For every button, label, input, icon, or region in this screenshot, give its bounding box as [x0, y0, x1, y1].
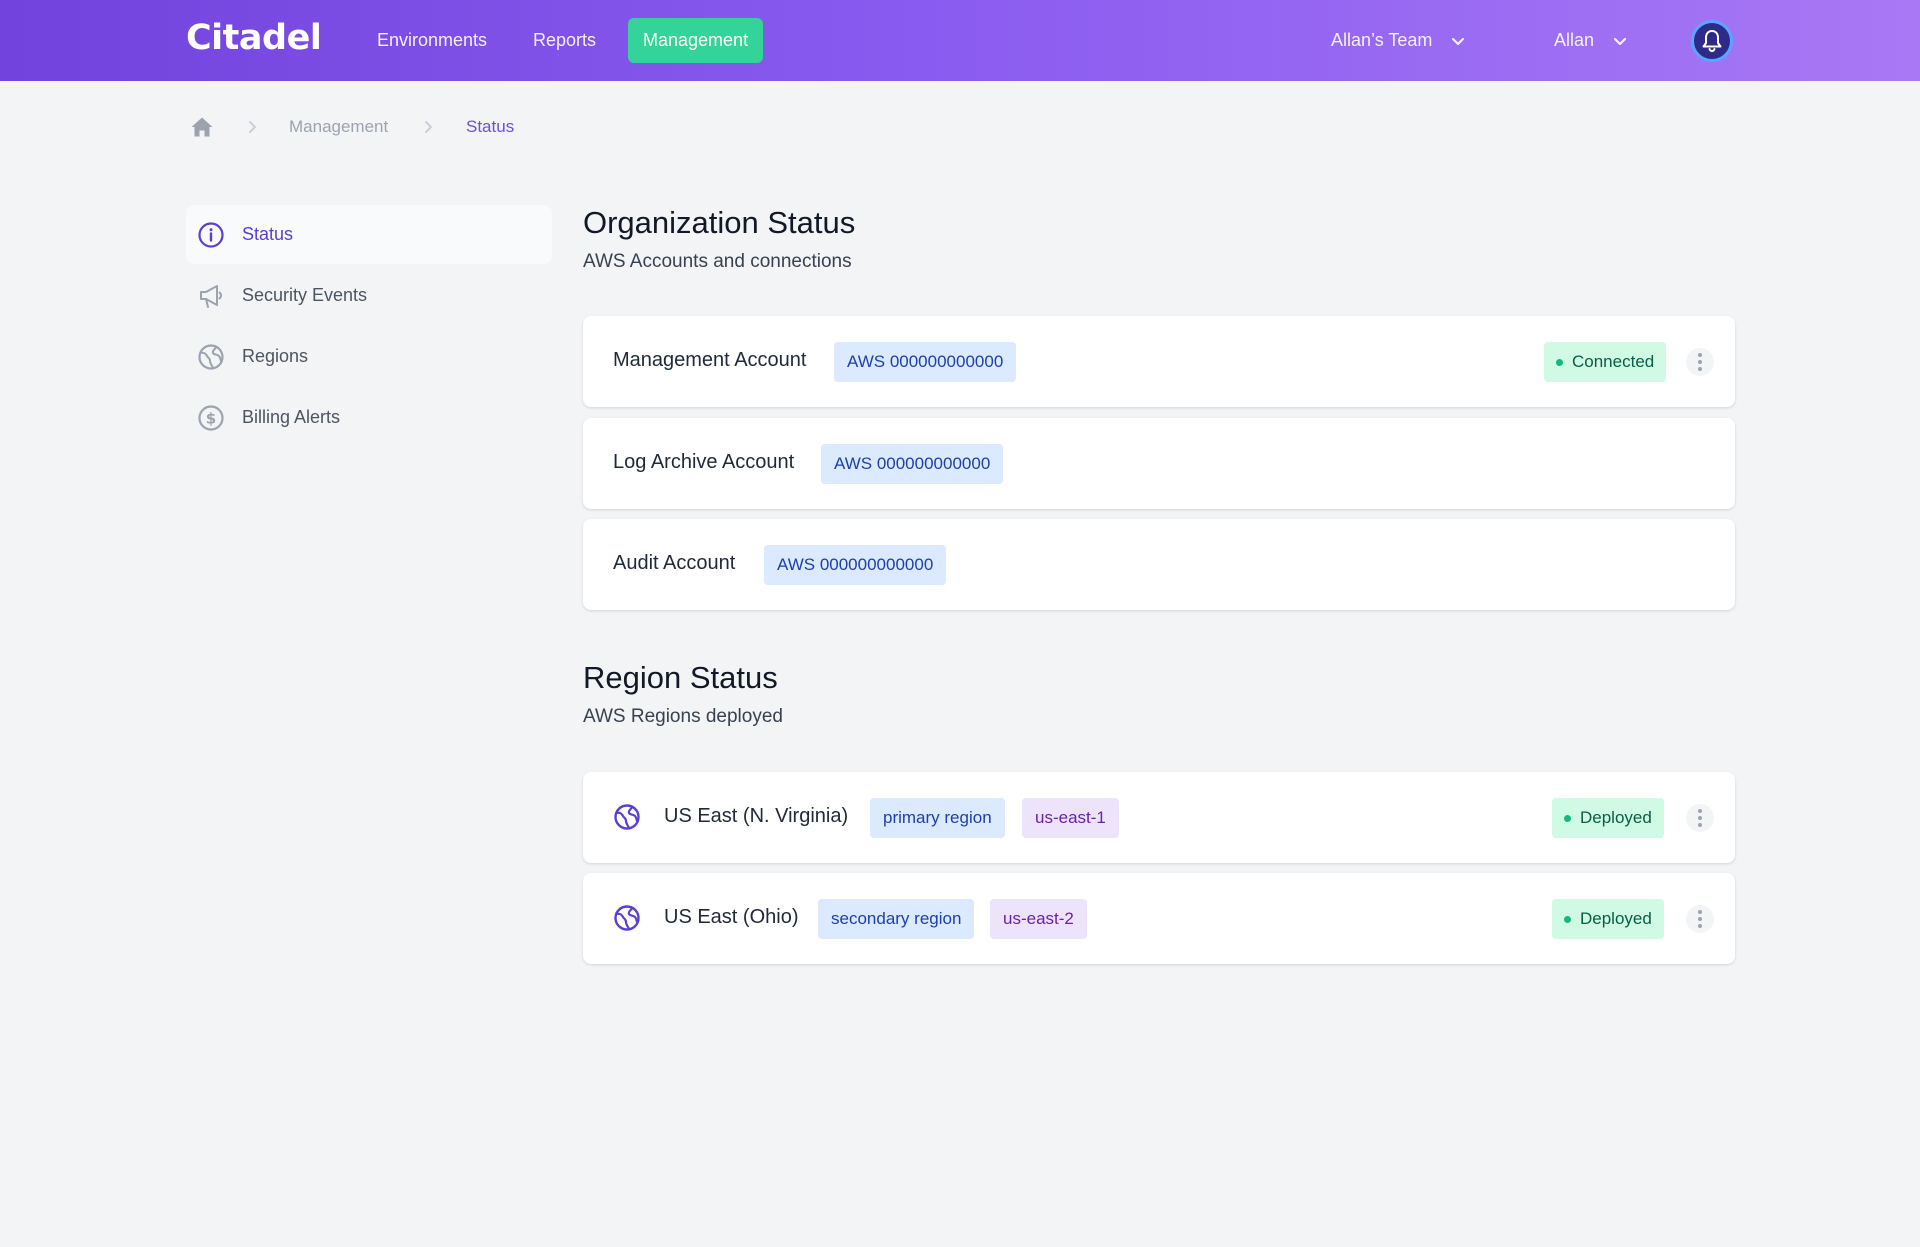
sidebar-item-label: Billing Alerts	[242, 407, 341, 427]
more-options-button[interactable]	[1686, 905, 1714, 933]
status-badge: Deployed	[1552, 798, 1664, 838]
sidebar-item-billing-alerts[interactable]: $ Billing Alerts	[186, 388, 552, 447]
kebab-dot	[1698, 367, 1702, 371]
sidebar-item-regions[interactable]: Regions	[186, 327, 552, 386]
kebab-dot	[1698, 816, 1702, 820]
sidebar-item-label: Status	[242, 224, 294, 244]
chevron-down-icon	[1613, 19, 1627, 64]
user-dropdown[interactable]: Allan	[1554, 18, 1627, 63]
region-code-badge: us-east-1	[1022, 798, 1119, 838]
account-name: Log Archive Account	[613, 451, 795, 473]
globe-icon	[614, 905, 640, 931]
region-status-subtitle: AWS Regions deployed	[583, 706, 783, 727]
region-name: US East (N. Virginia)	[664, 805, 849, 827]
chevron-right-icon	[424, 120, 434, 139]
svg-text:$: $	[206, 410, 216, 428]
region-card: US East (N. Virginia) primary region us-…	[583, 772, 1735, 863]
kebab-dot	[1698, 910, 1702, 914]
organization-status-subtitle: AWS Accounts and connections	[583, 251, 852, 272]
region-name: US East (Ohio)	[664, 906, 799, 928]
team-dropdown[interactable]: Allan’s Team	[1331, 18, 1465, 63]
team-dropdown-label: Allan’s Team	[1331, 30, 1433, 50]
kebab-dot	[1698, 360, 1702, 364]
home-icon[interactable]	[190, 116, 214, 143]
account-name: Management Account	[613, 349, 807, 371]
region-role-badge: secondary region	[818, 899, 975, 939]
region-role-badge: primary region	[870, 798, 1005, 838]
notifications-button[interactable]	[1691, 20, 1733, 62]
megaphone-icon	[200, 285, 222, 308]
chevron-right-icon	[248, 120, 258, 139]
app-logo[interactable]: Citadel	[186, 18, 322, 58]
status-badge: Connected	[1544, 342, 1667, 382]
region-card: US East (Ohio) secondary region us-east-…	[583, 873, 1735, 964]
user-dropdown-label: Allan	[1554, 30, 1595, 50]
breadcrumb-status[interactable]: Status	[466, 117, 515, 136]
aws-account-badge: AWS 000000000000	[821, 444, 1004, 484]
account-card: Management Account AWS 000000000000 Conn…	[583, 316, 1735, 407]
kebab-dot	[1698, 809, 1702, 813]
nav-reports[interactable]: Reports	[533, 30, 597, 50]
account-card: Log Archive Account AWS 000000000000	[583, 418, 1735, 509]
dollar-icon: $	[198, 405, 224, 431]
info-icon	[198, 222, 224, 248]
globe-icon	[614, 804, 640, 830]
account-name: Audit Account	[613, 552, 736, 574]
kebab-dot	[1698, 924, 1702, 928]
chevron-down-icon	[1451, 19, 1465, 64]
breadcrumb-management[interactable]: Management	[289, 117, 389, 136]
globe-icon	[198, 344, 224, 370]
more-options-button[interactable]	[1686, 348, 1714, 376]
top-navigation-bar: Citadel Environments Reports Management …	[0, 0, 1920, 81]
organization-status-title: Organization Status	[583, 205, 856, 240]
sidebar-item-label: Regions	[242, 346, 309, 366]
kebab-dot	[1698, 353, 1702, 357]
sidebar-item-security-events[interactable]: Security Events	[186, 266, 552, 325]
nav-environments[interactable]: Environments	[377, 30, 488, 50]
region-code-badge: us-east-2	[990, 899, 1087, 939]
more-options-button[interactable]	[1686, 804, 1714, 832]
sidebar-item-status[interactable]: Status	[186, 205, 552, 264]
kebab-dot	[1698, 917, 1702, 921]
nav-management[interactable]: Management	[628, 18, 764, 63]
bell-icon	[1702, 30, 1722, 53]
kebab-dot	[1698, 823, 1702, 827]
aws-account-badge: AWS 000000000000	[834, 342, 1017, 382]
aws-account-badge: AWS 000000000000	[764, 545, 947, 585]
account-card: Audit Account AWS 000000000000	[583, 519, 1735, 610]
sidebar-item-label: Security Events	[242, 285, 368, 305]
status-badge: Deployed	[1552, 899, 1664, 939]
region-status-title: Region Status	[583, 660, 778, 695]
